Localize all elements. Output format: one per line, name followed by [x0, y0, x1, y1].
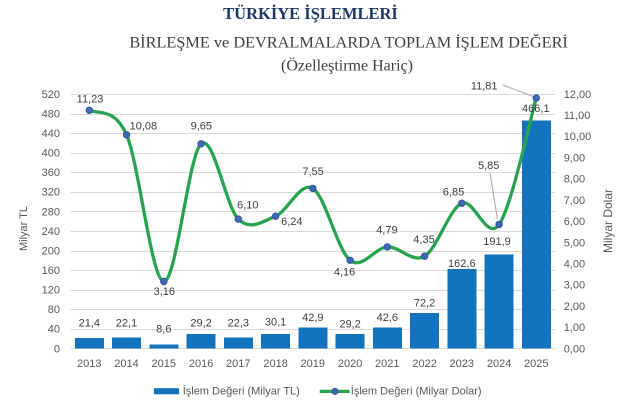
svg-text:11,23: 11,23: [77, 93, 104, 105]
svg-text:2024: 2024: [487, 358, 511, 370]
svg-text:2017: 2017: [226, 358, 250, 370]
svg-text:120: 120: [42, 285, 60, 297]
svg-text:29,2: 29,2: [190, 318, 211, 330]
svg-text:520: 520: [42, 89, 60, 101]
svg-text:480: 480: [42, 108, 60, 120]
svg-text:İşlem Değeri (Milyar TL): İşlem Değeri (Milyar TL): [183, 384, 300, 397]
svg-text:2015: 2015: [152, 358, 176, 370]
svg-text:0,00: 0,00: [564, 343, 585, 355]
svg-text:2014: 2014: [114, 358, 138, 370]
svg-text:2021: 2021: [375, 358, 399, 370]
svg-text:6,24: 6,24: [281, 216, 302, 228]
svg-text:TÜRKİYE İŞLEMLERİ: TÜRKİYE İŞLEMLERİ: [223, 4, 398, 23]
svg-text:40: 40: [48, 324, 60, 336]
svg-text:2020: 2020: [338, 358, 362, 370]
svg-text:9,65: 9,65: [191, 121, 212, 133]
svg-text:5,85: 5,85: [478, 160, 499, 172]
svg-text:2,00: 2,00: [564, 301, 585, 313]
svg-text:360: 360: [42, 167, 60, 179]
svg-text:80: 80: [48, 304, 60, 316]
svg-text:8,00: 8,00: [564, 174, 585, 186]
svg-text:Milyar Dolar: Milyar Dolar: [601, 189, 615, 253]
svg-text:2016: 2016: [189, 358, 213, 370]
svg-text:10,08: 10,08: [130, 121, 158, 133]
svg-text:440: 440: [42, 128, 60, 140]
svg-text:Milyar TL: Milyar TL: [18, 206, 30, 251]
svg-text:240: 240: [42, 226, 60, 238]
svg-text:1,00: 1,00: [564, 322, 585, 334]
svg-text:2022: 2022: [412, 358, 436, 370]
svg-text:(Özelleştirme Hariç): (Özelleştirme Hariç): [281, 57, 413, 75]
svg-text:5,00: 5,00: [564, 237, 585, 249]
svg-text:3,16: 3,16: [154, 286, 175, 298]
svg-text:320: 320: [42, 187, 60, 199]
svg-text:6,85: 6,85: [443, 186, 464, 198]
svg-text:2018: 2018: [263, 358, 287, 370]
svg-text:42,9: 42,9: [302, 312, 323, 324]
svg-text:6,00: 6,00: [564, 216, 585, 228]
svg-text:6,10: 6,10: [237, 200, 258, 212]
svg-text:2023: 2023: [450, 358, 474, 370]
svg-text:8,6: 8,6: [156, 324, 171, 336]
svg-text:İşlem Değeri (Milyar Dolar): İşlem Değeri (Milyar Dolar): [351, 384, 482, 397]
svg-text:7,00: 7,00: [564, 195, 585, 207]
svg-text:12,00: 12,00: [564, 89, 592, 101]
svg-text:2025: 2025: [524, 358, 548, 370]
svg-text:4,00: 4,00: [564, 259, 585, 271]
svg-text:29,2: 29,2: [339, 319, 360, 331]
svg-text:160: 160: [42, 265, 60, 277]
svg-text:162,6: 162,6: [448, 258, 476, 270]
svg-text:11,81: 11,81: [471, 80, 498, 92]
svg-text:2019: 2019: [301, 358, 325, 370]
svg-text:191,9: 191,9: [483, 236, 511, 248]
svg-text:21,4: 21,4: [79, 318, 100, 330]
svg-text:11,00: 11,00: [564, 110, 591, 122]
svg-text:22,1: 22,1: [116, 318, 137, 330]
svg-text:10,00: 10,00: [564, 131, 592, 143]
svg-text:7,55: 7,55: [302, 166, 323, 178]
svg-text:466,1: 466,1: [522, 103, 550, 115]
svg-text:22,3: 22,3: [228, 318, 249, 330]
svg-text:BİRLEŞME ve DEVRALMALARDA TOPL: BİRLEŞME ve DEVRALMALARDA TOPLAM İŞLEM D…: [129, 32, 568, 51]
svg-text:72,2: 72,2: [414, 298, 435, 310]
svg-text:4,35: 4,35: [413, 234, 434, 246]
svg-text:42,6: 42,6: [377, 312, 398, 324]
svg-text:4,79: 4,79: [376, 224, 397, 236]
svg-text:9,00: 9,00: [564, 152, 585, 164]
svg-text:0: 0: [54, 343, 60, 355]
svg-text:3,00: 3,00: [564, 280, 585, 292]
svg-text:200: 200: [42, 245, 60, 257]
svg-text:280: 280: [42, 206, 60, 218]
svg-text:2013: 2013: [77, 358, 101, 370]
svg-text:30,1: 30,1: [265, 317, 286, 329]
svg-text:4,16: 4,16: [334, 266, 355, 278]
svg-text:400: 400: [42, 148, 60, 160]
